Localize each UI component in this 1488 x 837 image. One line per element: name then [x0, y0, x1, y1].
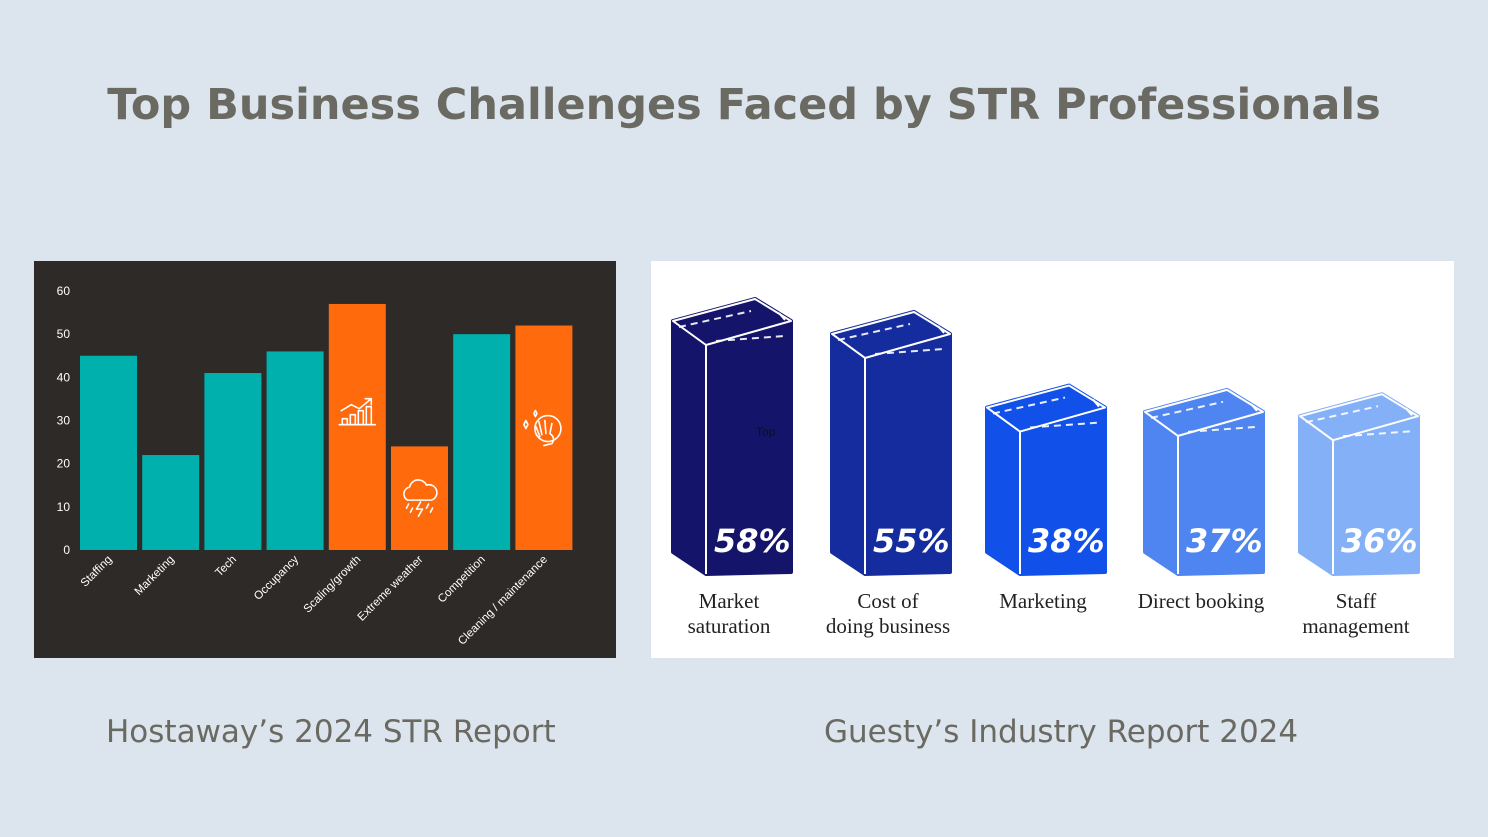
y-tick-label: 60 [57, 284, 71, 298]
hostaway-bar-chart: 0 10 20 30 40 50 60 Staffing Marketing Tech Occupa… [57, 284, 573, 648]
y-tick-label: 30 [57, 414, 71, 428]
box-bar [985, 383, 1107, 576]
bar [515, 325, 573, 550]
category-label: Direct booking [1138, 589, 1265, 613]
bar [391, 446, 448, 550]
box-bar [1298, 392, 1420, 576]
category-label: Staff [1336, 589, 1376, 613]
y-tick-label: 0 [63, 543, 70, 557]
growth-chart-icon [338, 397, 377, 426]
x-tick-label: Marketing [133, 554, 177, 598]
box-bar [1143, 387, 1265, 576]
value-label: 55% [873, 522, 950, 560]
box-bar [671, 297, 793, 576]
bar [328, 303, 386, 550]
bar [204, 373, 262, 550]
stray-label: Top [756, 425, 776, 439]
box-bar [830, 309, 952, 576]
category-label: Marketing [999, 589, 1087, 613]
x-tick-label: Tech [213, 554, 239, 580]
category-label: Market [699, 589, 760, 613]
x-tick-label: Occupancy [252, 553, 301, 602]
category-label: saturation [688, 614, 771, 638]
y-tick-label: 50 [57, 327, 71, 341]
value-label: 36% [1341, 522, 1418, 560]
value-label: 38% [1028, 522, 1105, 560]
value-label: 37% [1186, 522, 1263, 560]
caption-hostaway: Hostaway’s 2024 STR Report [106, 714, 556, 750]
category-label: management [1302, 614, 1409, 638]
x-tick-label: Extreme weather [356, 554, 426, 624]
x-tick-label: Scaling/growth [302, 554, 364, 616]
value-label: 58% [714, 522, 791, 560]
cleaning-hand-icon [523, 409, 562, 447]
bar [80, 355, 137, 550]
bar [142, 455, 200, 550]
y-tick-label: 40 [57, 370, 71, 384]
category-label: Cost of [857, 589, 918, 613]
x-tick-label: Competition [436, 554, 488, 606]
bar [266, 351, 324, 550]
category-label: doing business [826, 614, 950, 638]
hostaway-chart-panel: 0 10 20 30 40 50 60 Staffing Marketing Tech Occupa… [34, 261, 616, 658]
caption-guesty: Guesty’s Industry Report 2024 [824, 714, 1299, 750]
y-tick-label: 10 [57, 500, 71, 514]
page-title: Top Business Challenges Faced by STR Pro… [107, 80, 1381, 130]
storm-cloud-icon [403, 479, 438, 517]
y-tick-label: 20 [57, 457, 71, 471]
bar [453, 334, 511, 550]
x-tick-label: Staffing [79, 554, 115, 590]
guesty-chart-panel: 58% Market saturation 55% Cost of doing busin… [651, 261, 1454, 658]
